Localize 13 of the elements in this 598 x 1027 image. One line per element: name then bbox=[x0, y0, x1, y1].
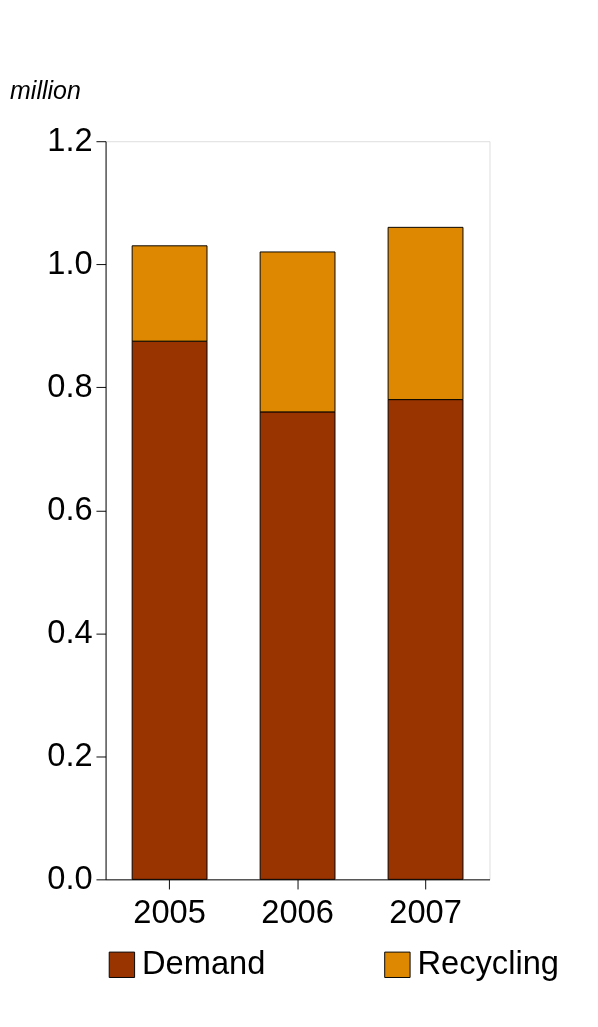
legend-label: Demand bbox=[142, 944, 266, 982]
y-tick-label: 0.6 bbox=[47, 490, 93, 528]
y-tick-label: 0.2 bbox=[47, 736, 93, 774]
y-axis-title: million bbox=[10, 75, 81, 104]
y-tick-label: 0.0 bbox=[47, 859, 93, 897]
y-tick-label: 0.8 bbox=[47, 367, 93, 405]
y-tick-label: 1.0 bbox=[47, 244, 93, 282]
x-tick-label: 2006 bbox=[261, 893, 334, 931]
x-tick-label: 2005 bbox=[133, 893, 206, 931]
x-tick-label: 2007 bbox=[389, 893, 462, 931]
y-tick-label: 0.4 bbox=[47, 613, 93, 651]
legend-label: Recycling bbox=[417, 944, 559, 982]
y-tick-label: 1.2 bbox=[47, 121, 93, 159]
